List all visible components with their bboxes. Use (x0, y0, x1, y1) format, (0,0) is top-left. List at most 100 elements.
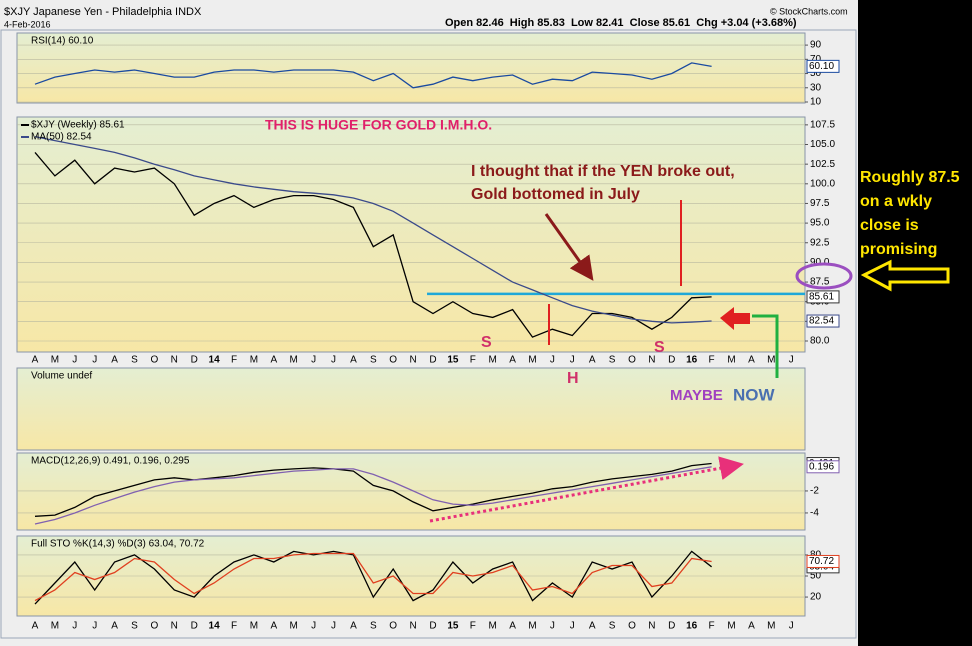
symbol: $XJY Japanese Yen - Philadelphia INDX (4, 6, 202, 18)
side-note: Roughly 87.5 (860, 169, 960, 186)
panel-title: Full STO %K(14,3) %D(3) 63.04, 70.72 (31, 539, 205, 550)
x-tick-label: J (331, 621, 336, 632)
legend-entry: $XJY (Weekly) 85.61 (31, 120, 125, 131)
side-note: on a wkly (860, 193, 932, 210)
x-tick-label: F (231, 355, 237, 366)
series-line (34, 151, 712, 338)
x-tick-label: M (51, 355, 59, 366)
x-tick-label: A (111, 355, 118, 366)
green-bracket (752, 314, 779, 378)
x-tick-label: A (350, 355, 357, 366)
x-tick-label: 15 (447, 621, 459, 632)
x-tick-label: N (409, 621, 416, 632)
x-tick-label: M (528, 355, 536, 366)
last-value-box (806, 59, 840, 73)
drawings (429, 200, 950, 523)
x-tick-label: M (489, 355, 497, 366)
y-tick-label: 102.5 (810, 159, 835, 170)
y-tick-label: 92.5 (810, 237, 830, 248)
x-tick-label: D (668, 355, 675, 366)
y-tick-label: 50 (810, 571, 822, 582)
x-tick-label: D (191, 621, 198, 632)
series-line (34, 466, 712, 525)
y-tick-label: 90.0 (810, 257, 830, 268)
x-tick-label: M (489, 621, 497, 632)
x-tick-label: O (628, 621, 636, 632)
x-tick-label: S (131, 621, 138, 632)
x-tick-label: A (350, 621, 357, 632)
x-tick-label: J (311, 621, 316, 632)
x-tick-label: M (290, 621, 298, 632)
x-tick-label: O (151, 355, 159, 366)
x-tick-label: O (389, 355, 397, 366)
last-value-box (806, 314, 840, 328)
thought: I thought that if the YEN broke out, (471, 163, 735, 180)
x-tick-label: N (171, 355, 178, 366)
yellow-arrow (860, 259, 950, 292)
panel-title: MACD(12,26,9) 0.491, 0.196, 0.295 (31, 456, 190, 467)
pattern-label: H (567, 370, 579, 387)
last-value-box (806, 460, 840, 474)
x-tick-label: S (370, 355, 377, 366)
series-line (34, 552, 712, 602)
last-value: 82.54 (809, 316, 834, 327)
x-tick-label: N (648, 355, 655, 366)
x-tick-label: J (72, 355, 77, 366)
x-tick-label: N (648, 621, 655, 632)
x-tick-label: A (748, 621, 755, 632)
panel (16, 116, 806, 353)
x-tick-label: A (589, 621, 596, 632)
y-tick-label: 20 (810, 592, 822, 603)
arrow (544, 213, 594, 281)
x-tick-label: D (429, 355, 436, 366)
x-tick-label: 14 (209, 621, 221, 632)
x-tick-label: A (748, 355, 755, 366)
y-tick-label: 10 (810, 97, 822, 108)
y-tick-label: 105.0 (810, 139, 835, 150)
panel (16, 452, 806, 531)
now: NOW (733, 385, 776, 404)
last-value: 70.72 (809, 556, 834, 567)
highlight-ellipse (795, 262, 853, 290)
x-tick-label: O (389, 621, 397, 632)
x-tick-label: A (270, 621, 277, 632)
pattern-label: S (481, 334, 492, 351)
x-tick-label: M (727, 621, 735, 632)
x-tick-label: A (111, 621, 118, 632)
x-tick-label: A (32, 621, 39, 632)
x-tick-label: A (589, 355, 596, 366)
x-tick-label: 14 (209, 355, 221, 366)
x-tick-label: M (250, 355, 258, 366)
x-tick-label: D (668, 621, 675, 632)
x-tick-label: 15 (447, 355, 459, 366)
legend-entry: MA(50) 82.54 (31, 132, 92, 143)
x-tick-label: O (151, 621, 159, 632)
x-tick-label: M (767, 355, 775, 366)
x-tick-label: J (550, 621, 555, 632)
x-tick-label: A (32, 355, 39, 366)
side-note: close is (860, 217, 919, 234)
thought: Gold bottomed in July (471, 186, 640, 203)
quote: Open 82.46 High 85.83 Low 82.41 Close 85… (445, 17, 797, 29)
x-tick-label: F (709, 355, 715, 366)
x-tick-label: S (609, 621, 616, 632)
last-value-box (806, 554, 840, 568)
headline: THIS IS HUGE FOR GOLD I.M.H.O. (265, 117, 492, 133)
x-tick-label: J (92, 621, 97, 632)
x-tick-label: S (131, 355, 138, 366)
last-value: 0.196 (809, 461, 834, 472)
dotted-arrow (429, 456, 744, 523)
x-tick-label: M (528, 621, 536, 632)
last-value: 60.10 (809, 61, 834, 72)
y-tick-label: 95.0 (810, 218, 830, 229)
x-tick-label: J (550, 355, 555, 366)
x-tick-label: 16 (686, 355, 698, 366)
x-tick-label: F (470, 621, 476, 632)
last-value: 85.61 (809, 292, 834, 303)
red-arrow (720, 307, 750, 330)
y-tick-label: 100.0 (810, 178, 835, 189)
x-tick-label: J (311, 355, 316, 366)
x-tick-label: S (609, 355, 616, 366)
x-tick-label: A (509, 621, 516, 632)
